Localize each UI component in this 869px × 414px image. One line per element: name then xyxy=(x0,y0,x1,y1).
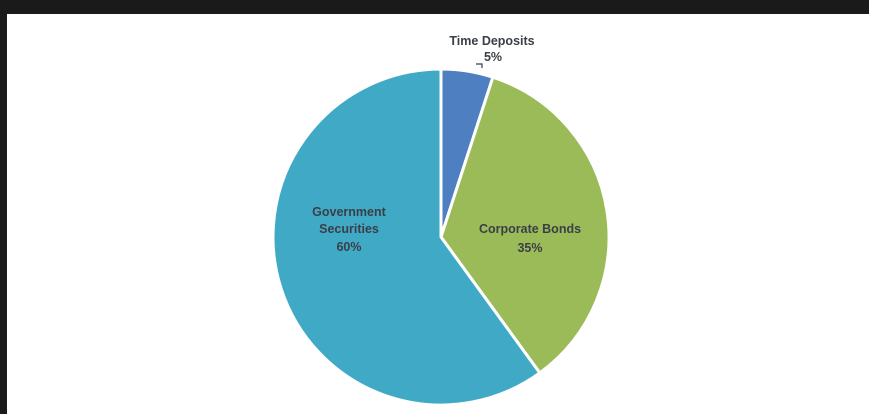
pie-slice-government-securities xyxy=(271,67,542,407)
government-securities-value: 60% xyxy=(336,240,361,254)
corporate-bonds-value: 35% xyxy=(517,241,542,255)
top-border xyxy=(0,0,869,14)
time-deposits-leader-line xyxy=(476,63,483,68)
pie-slice-corporate-bonds xyxy=(439,75,611,375)
government-securities-label-line1: Government xyxy=(312,205,386,219)
time-deposits-value: 5% xyxy=(484,50,502,64)
left-border xyxy=(0,0,7,414)
government-securities-label-line2: Securities xyxy=(319,222,379,236)
pie-slices xyxy=(271,67,611,407)
corporate-bonds-label: Corporate Bonds xyxy=(479,222,581,236)
time-deposits-label: Time Deposits xyxy=(449,34,534,48)
